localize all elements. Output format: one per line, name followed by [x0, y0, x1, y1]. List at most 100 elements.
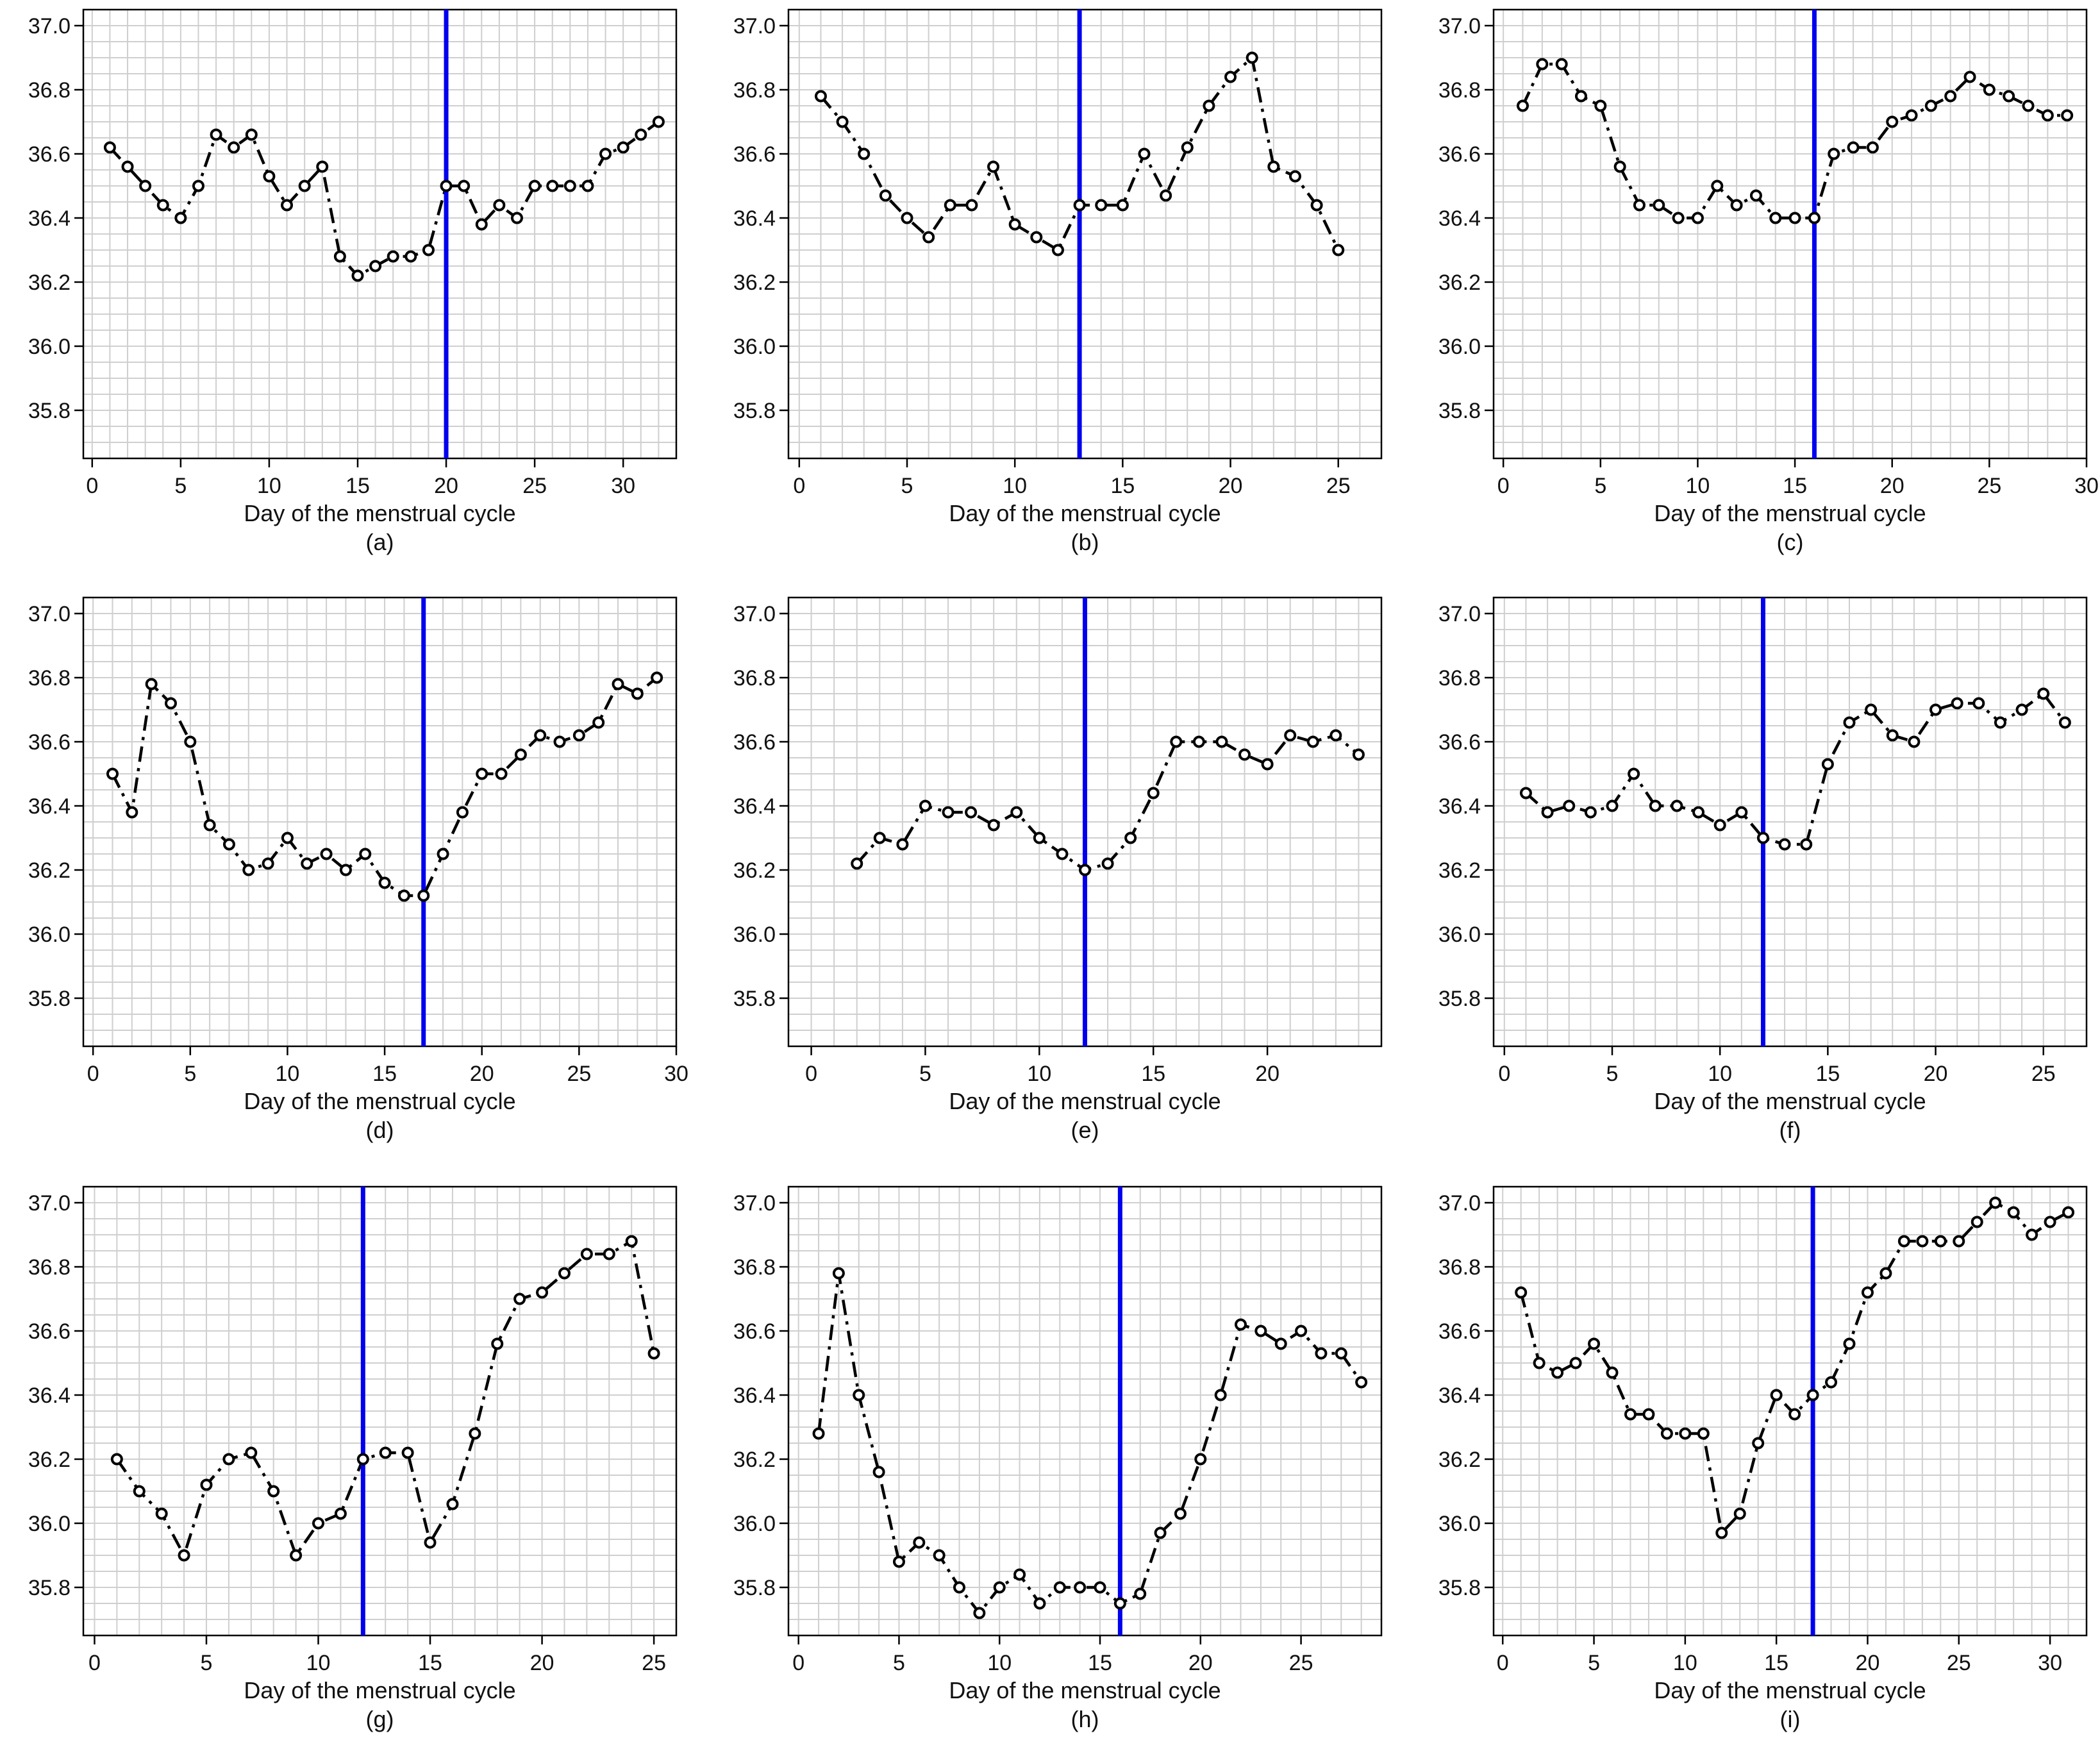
y-tick-label: 35.8: [733, 1576, 776, 1600]
panel-label: (e): [1071, 1117, 1099, 1143]
y-tick-label: 36.8: [1438, 666, 1481, 690]
data-point: [987, 160, 1000, 173]
data-point: [1730, 199, 1743, 212]
plot-frame: [1492, 596, 2088, 1048]
data-point: [1735, 806, 1748, 819]
data-point: [192, 180, 204, 192]
x-tick-label: 25: [642, 1651, 666, 1675]
chart-panel-1: 0 5 10 15 20 25 30 35.8 36.0 36.2 36.4 36.6 36.8 37.0…: [28, 8, 678, 555]
data-point: [174, 212, 187, 224]
data-point: [145, 678, 158, 690]
x-tick-label: 15: [1783, 474, 1807, 498]
data-point: [1551, 1366, 1564, 1379]
data-point: [1879, 1267, 1892, 1280]
data-point: [892, 1555, 905, 1568]
data-point: [1116, 199, 1129, 212]
y-tick-label: 36.0: [28, 923, 71, 947]
data-point: [851, 857, 863, 870]
data-point: [612, 678, 624, 690]
chart-panel-3: 0 5 10 15 20 25 30 35.8 36.0 36.2 36.4 36.6 36.8 37.0…: [1438, 8, 2099, 555]
x-tick-label: 10: [1027, 1062, 1051, 1086]
x-tick-label: 10: [987, 1651, 1012, 1675]
y-tick-label: 36.6: [28, 730, 71, 755]
x-tick-label: 0: [792, 1651, 804, 1675]
data-point: [858, 147, 871, 160]
x-tick-label: 25: [1289, 1651, 1313, 1675]
data-point: [1866, 141, 1879, 154]
x-tick-label: 10: [1708, 1062, 1732, 1086]
y-tick-label: 36.8: [28, 666, 71, 690]
data-point: [320, 848, 333, 860]
grid-lines: [83, 597, 677, 1047]
x-tick-label: 10: [306, 1651, 331, 1675]
y-tick-label: 36.6: [1438, 730, 1481, 755]
data-point: [603, 1248, 615, 1260]
x-tick-label: 5: [919, 1062, 931, 1086]
panel-label: (a): [366, 529, 394, 555]
data-point: [369, 260, 382, 272]
data-point: [245, 1446, 258, 1459]
y-tick-label: 35.8: [1438, 399, 1481, 423]
data-point: [1697, 1427, 1710, 1440]
y-tick-label: 36.2: [733, 858, 776, 883]
data-point: [1886, 729, 1899, 742]
data-point: [245, 128, 258, 141]
y-tick-label: 36.4: [28, 206, 71, 231]
y-tick-label: 36.8: [1438, 78, 1481, 103]
x-tick-label: 30: [2074, 474, 2099, 498]
data-point: [558, 1267, 571, 1280]
data-point: [812, 1427, 825, 1440]
plot-frame: [787, 8, 1383, 460]
data-point: [1095, 199, 1108, 212]
y-tick-label: 36.0: [733, 335, 776, 359]
x-tick-label: 0: [1497, 1651, 1509, 1675]
data-point: [281, 199, 294, 212]
data-point: [1267, 160, 1280, 173]
data-point: [1033, 832, 1046, 844]
data-point: [1594, 99, 1607, 112]
chart-panel-5: 0 5 10 15 20 35.8 36.0 36.2 36.4 36.6 36.8 37.0 Day …: [733, 596, 1383, 1143]
x-axis-label: Day of the menstrual cycle: [1654, 1088, 1926, 1114]
data-point: [1181, 141, 1194, 154]
data-point: [2041, 109, 2054, 122]
panel-label: (d): [366, 1117, 394, 1143]
data-point: [1951, 697, 1963, 710]
data-point: [553, 735, 566, 748]
data-point: [965, 199, 978, 212]
data-point: [2003, 90, 2015, 103]
data-point: [1749, 189, 1762, 202]
x-tick-label: 0: [1497, 474, 1510, 498]
y-tick-label: 36.4: [1438, 794, 1481, 819]
data-point: [458, 180, 471, 192]
data-point: [635, 128, 647, 141]
series-line: [108, 121, 660, 278]
data-point: [873, 832, 886, 844]
y-tick-label: 36.4: [28, 1384, 71, 1408]
x-tick-label: 30: [611, 474, 635, 498]
data-point: [2061, 109, 2074, 122]
y-tick-label: 36.8: [28, 1255, 71, 1280]
grid-lines: [1494, 9, 2087, 459]
data-point: [1192, 735, 1205, 748]
y-tick-label: 37.0: [733, 602, 776, 626]
x-tick-label: 5: [184, 1062, 196, 1086]
chart-panel-6: 0 5 10 15 20 25 35.8 36.0 36.2 36.4 36.6 36.8 37.0 Da…: [1438, 596, 2088, 1143]
data-point: [1569, 1357, 1582, 1369]
chart-panel-2: 0 5 10 15 20 25 35.8 36.0 36.2 36.4 36.6 36.8 37.0 Da…: [733, 8, 1383, 555]
panel-label: (h): [1071, 1706, 1099, 1732]
data-point: [1274, 1337, 1287, 1350]
x-tick-label: 25: [2031, 1062, 2056, 1086]
x-tick-label: 5: [1594, 474, 1606, 498]
data-point: [1203, 99, 1215, 112]
data-point: [155, 1507, 168, 1520]
chart-panel-4: 0 5 10 15 20 25 30 35.8 36.0 36.2 36.4 36.6 36.8 37.0…: [28, 596, 688, 1143]
y-tick-label: 36.2: [28, 1448, 71, 1472]
data-point: [1574, 90, 1587, 103]
data-point: [1310, 199, 1323, 212]
data-point: [133, 1485, 146, 1498]
data-point: [397, 889, 410, 902]
data-point: [1821, 758, 1834, 771]
data-point: [1094, 1581, 1106, 1594]
data-point: [1010, 806, 1023, 819]
data-point: [475, 218, 488, 231]
